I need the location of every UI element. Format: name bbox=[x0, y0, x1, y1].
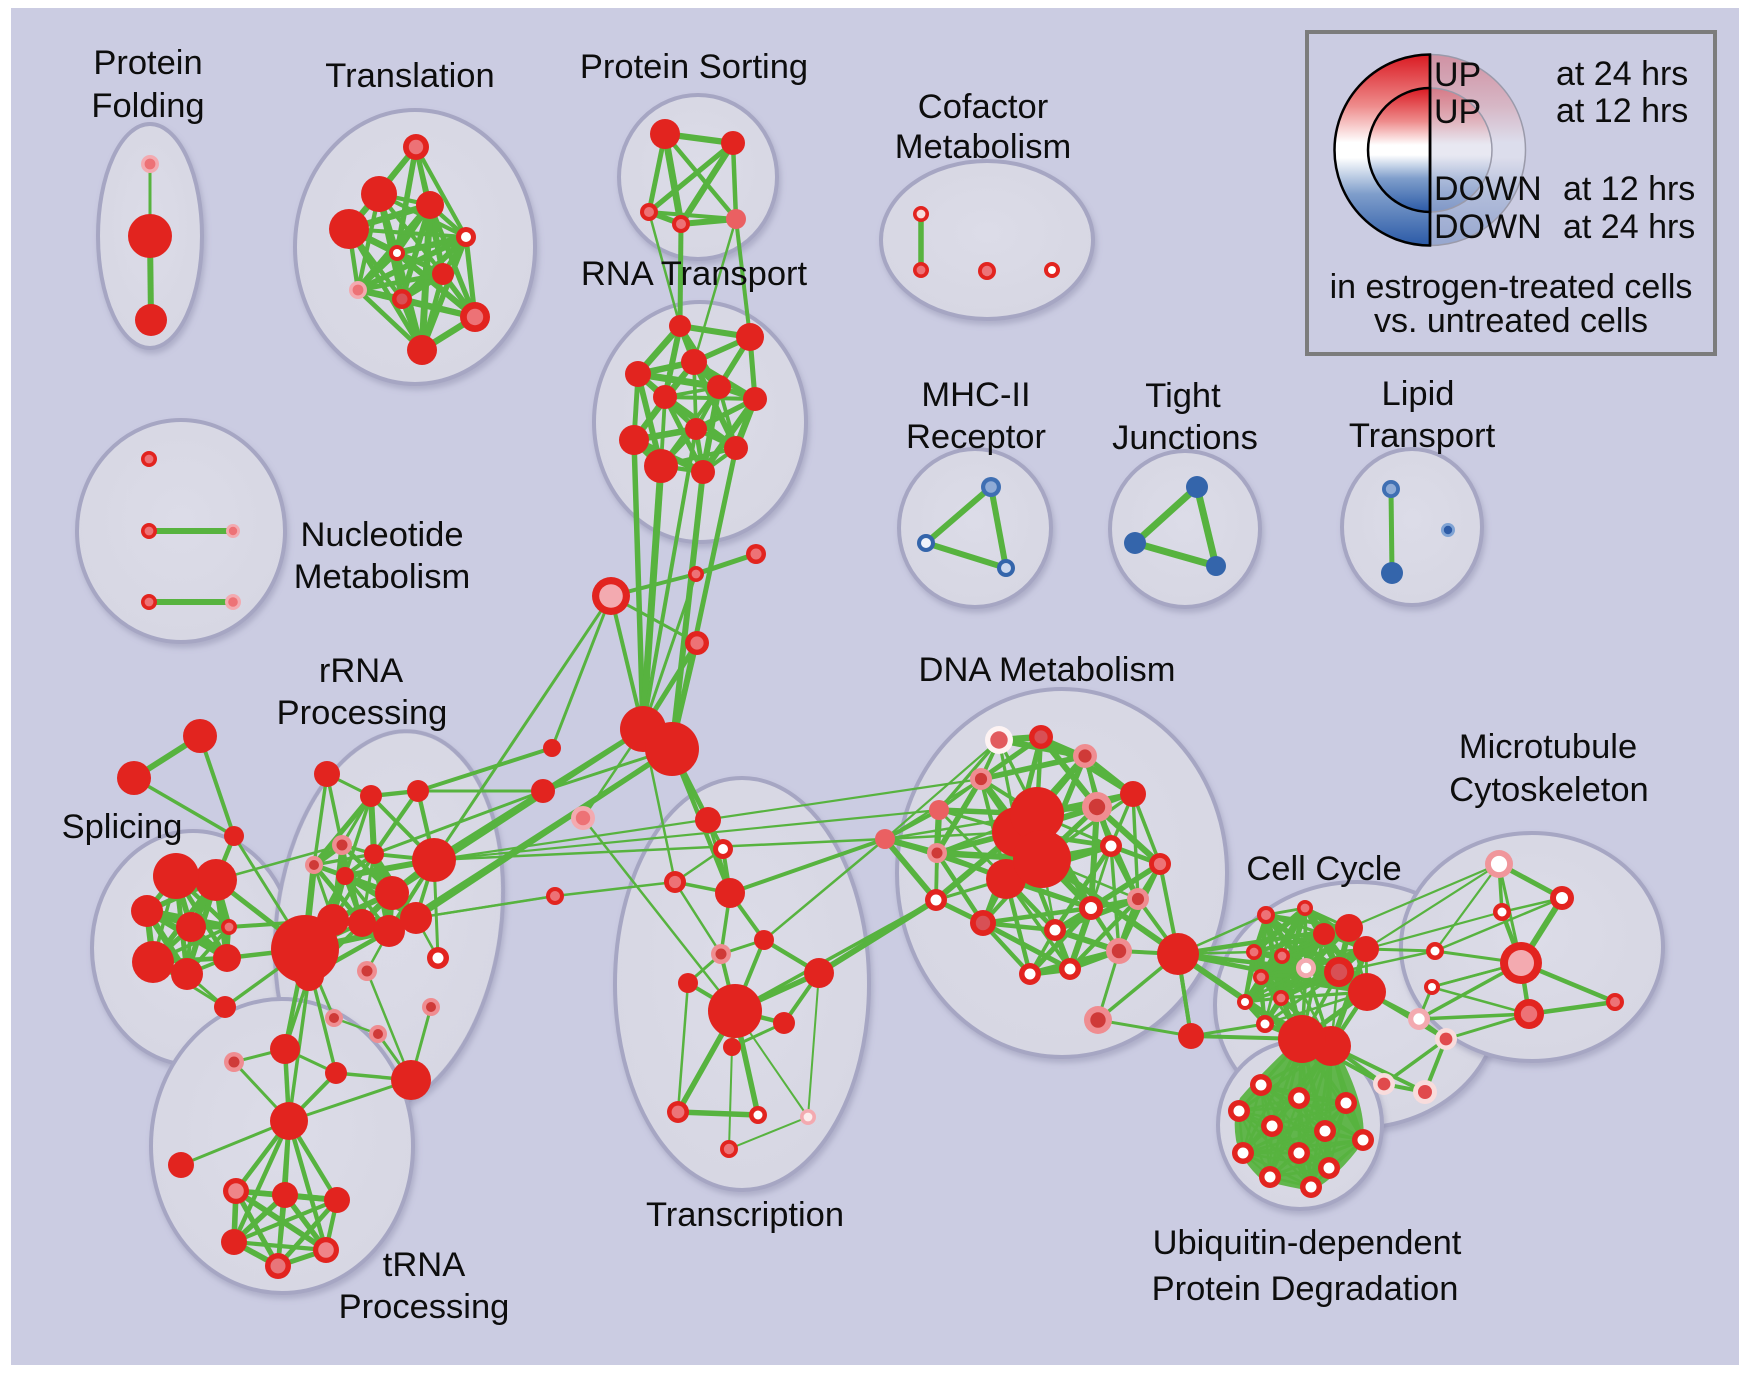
svg-text:Cofactor: Cofactor bbox=[918, 88, 1048, 126]
svg-text:Protein: Protein bbox=[93, 44, 202, 82]
svg-text:at 24 hrs: at 24 hrs bbox=[1563, 208, 1695, 246]
svg-text:Protein Degradation: Protein Degradation bbox=[1152, 1270, 1459, 1308]
svg-text:UP: UP bbox=[1434, 56, 1481, 94]
svg-text:Metabolism: Metabolism bbox=[895, 128, 1071, 166]
svg-text:in estrogen-treated cells: in estrogen-treated cells bbox=[1330, 268, 1693, 306]
svg-text:Metabolism: Metabolism bbox=[294, 558, 470, 596]
svg-text:Microtubule: Microtubule bbox=[1459, 728, 1637, 766]
svg-text:Cytoskeleton: Cytoskeleton bbox=[1449, 771, 1648, 809]
svg-text:Tight: Tight bbox=[1145, 377, 1221, 415]
svg-text:DNA Metabolism: DNA Metabolism bbox=[919, 651, 1176, 689]
svg-text:Transcription: Transcription bbox=[646, 1196, 844, 1234]
svg-text:DOWN: DOWN bbox=[1434, 170, 1542, 208]
svg-text:Cell Cycle: Cell Cycle bbox=[1246, 850, 1401, 888]
svg-text:Ubiquitin-dependent: Ubiquitin-dependent bbox=[1153, 1224, 1462, 1262]
svg-text:Translation: Translation bbox=[325, 57, 494, 95]
svg-text:Lipid: Lipid bbox=[1382, 375, 1455, 413]
svg-text:Processing: Processing bbox=[277, 694, 448, 732]
svg-text:Receptor: Receptor bbox=[906, 418, 1046, 456]
svg-text:Splicing: Splicing bbox=[62, 808, 183, 846]
svg-text:tRNA: tRNA bbox=[383, 1246, 465, 1284]
svg-text:rRNA: rRNA bbox=[319, 652, 403, 690]
svg-text:Folding: Folding bbox=[91, 87, 204, 125]
svg-text:Protein Sorting: Protein Sorting bbox=[580, 48, 808, 86]
svg-text:at 12 hrs: at 12 hrs bbox=[1556, 92, 1688, 130]
svg-text:at 24 hrs: at 24 hrs bbox=[1556, 55, 1688, 93]
svg-text:vs. untreated cells: vs. untreated cells bbox=[1374, 302, 1648, 340]
svg-text:Transport: Transport bbox=[1349, 417, 1496, 455]
svg-text:UP: UP bbox=[1434, 93, 1481, 131]
svg-text:Nucleotide: Nucleotide bbox=[300, 516, 463, 554]
svg-text:Processing: Processing bbox=[339, 1288, 510, 1326]
svg-text:RNA Transport: RNA Transport bbox=[581, 255, 808, 293]
svg-text:Junctions: Junctions bbox=[1112, 419, 1258, 457]
svg-text:MHC-II: MHC-II bbox=[921, 376, 1030, 414]
svg-text:at 12 hrs: at 12 hrs bbox=[1563, 170, 1695, 208]
svg-text:DOWN: DOWN bbox=[1434, 208, 1542, 246]
